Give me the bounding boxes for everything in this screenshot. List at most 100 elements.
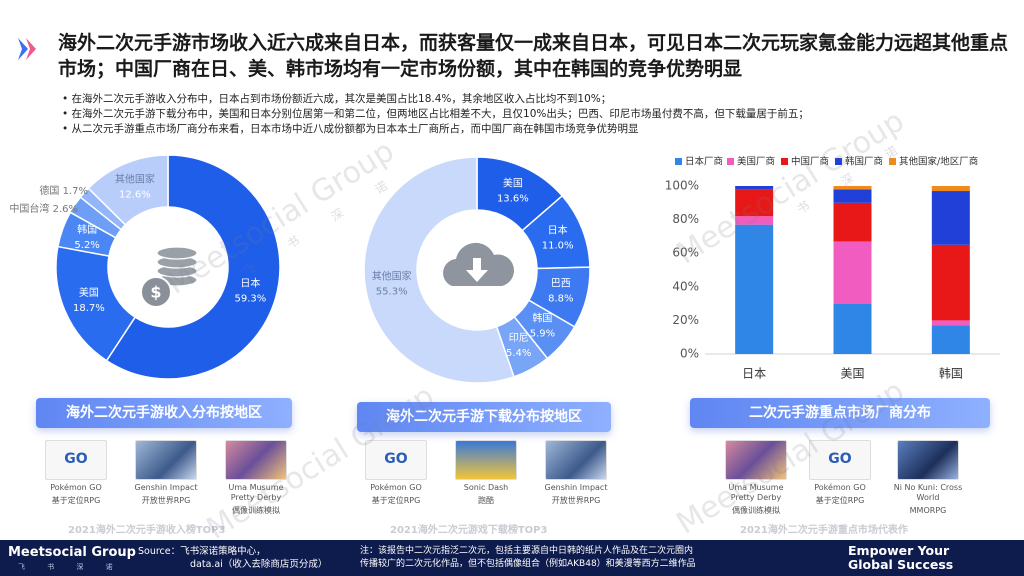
dollar-symbol: $ [150,283,161,302]
page-title: 海外二次元手游市场收入近六成来自日本，而获客量仅一成来自日本，可见日本二次元玩家… [58,32,1009,80]
sonic-dash-thumbnail [455,440,517,480]
game-name: Uma Musume Pretty Derby [728,483,784,502]
uma-musume-thumbnail [725,440,787,480]
game-name: Pokémon GO [814,483,866,492]
pokemon-go-thumbnail [45,440,107,480]
game-card: Genshin Impact 开放世界RPG [536,440,616,506]
slice-label: 日本 [548,224,568,237]
slice-label: 韩国 [532,312,552,325]
footer-note-line: 传播较广的二次元化作品，但不包括偶像组合（例如AKB48）和美漫等西方二维作品 [360,559,696,569]
game-genre: 开放世界RPG [141,496,191,505]
game-name: Pokémon GO [50,483,102,492]
footer-slogan: Empower Your Global Success [848,544,953,572]
game-genre: 基于定位RPG [815,496,865,505]
footer-bar: Meetsocial Group 飞 书 深 诺 Source：飞书深诺策略中心… [0,540,1024,576]
game-card: Uma Musume Pretty Derby 偶像训练模拟 [216,440,296,516]
game-card: Genshin Impact 开放世界RPG [126,440,206,506]
uma-musume-thumbnail [225,440,287,480]
slice-label: 德国 1.7% [39,184,88,197]
stacked-bar-segment [735,216,774,225]
slice-label: 美国 [503,176,523,189]
game-genre: 偶像训练模拟 [732,506,780,515]
legend-label: 美国厂商 [737,156,775,168]
footer-slogan-line: Global Success [848,557,954,572]
footer-source-line: data.ai（收入去除商店页分成） [190,559,328,570]
footer-note: 注：该报告中二次元指泛二次元，包括主要源自中日韩的纸片人作品及在二次元圈内 传播… [360,545,696,571]
stacked-bar-segment [931,191,970,245]
footer-logo: Meetsocial Group [8,545,136,560]
pokemon-go-thumbnail [365,440,427,480]
slice-label: 美国 [79,286,99,299]
slice-value: 55.3% [376,286,408,297]
stacked-bar-segment [833,241,872,304]
game-genre: 偶像训练模拟 [232,506,280,515]
stacked-bar-segment [833,202,872,242]
x-tick-label: 日本 [742,367,766,381]
legend-label: 日本厂商 [685,156,723,168]
slice-value: 59.3% [235,294,267,305]
legend-swatch [727,158,734,165]
slice-label: 其他国家 [115,173,155,186]
game-genre: MMORPG [909,506,947,515]
slice-value: 12.6% [119,190,151,201]
legend-swatch [889,158,896,165]
legend-label: 其他国家/地区厂商 [899,156,978,168]
slice-value: 5.2% [74,240,99,251]
revenue-top3-caption: 2021海外二次元手游收入榜TOP3 [68,525,226,536]
revenue-chart-banner: 海外二次元手游收入分布按地区 [36,398,292,428]
stacked-bar-segment [931,320,970,326]
slice-label: 韩国 [77,223,97,236]
meetsocial-logo [18,38,36,60]
pokemon-go-thumbnail [809,440,871,480]
download-arrow [466,258,488,282]
stacked-bar-segment [833,189,872,203]
slice-label: 印尼 [509,332,529,344]
game-card: Pokémon GO 基于定位RPG [36,440,116,506]
legend-swatch [781,158,788,165]
footer-note-line: 注：该报告中二次元指泛二次元，包括主要源自中日韩的纸片人作品及在二次元圈内 [360,546,694,556]
x-tick-label: 韩国 [939,366,963,381]
y-tick-label: 20% [672,313,699,327]
y-tick-label: 0% [680,347,699,361]
game-name: Genshin Impact [544,483,608,492]
stacked-bar-segment [833,186,872,190]
game-name: Ni No Kuni: Cross World [893,483,963,502]
game-name: Sonic Dash [463,483,509,492]
game-card: Pokémon GO 基于定位RPG [800,440,880,506]
game-card: Ni No Kuni: Cross World MMORPG [888,440,968,516]
legend-label: 韩国厂商 [845,156,883,168]
footer-source-line: Source：飞书深诺策略中心， [138,546,266,557]
slice-label: 日本 [240,277,260,290]
genshin-impact-thumbnail [135,440,197,480]
vendor-chart-banner: 二次元手游重点市场厂商分布 [690,398,990,428]
genshin-impact-thumbnail [545,440,607,480]
game-card: Uma Musume Pretty Derby 偶像训练模拟 [716,440,796,516]
summary-bullet: 从二次元手游重点市场厂商分布来看，日本市场中近八成份额都为日本本土厂商所占，而中… [62,122,1012,137]
stacked-bar-segment [833,303,872,354]
coin-face [140,276,172,308]
stacked-bar-segment [735,224,774,354]
legend-swatch [675,158,682,165]
game-name: Uma Musume Pretty Derby [228,483,284,502]
slice-value: 8.8% [548,294,573,305]
y-tick-label: 80% [672,212,699,226]
summary-bullet: 在海外二次元手游下载分布中，美国和日本分别位居第一和第二位，但两地区占比相差不大… [62,107,1012,122]
slice-label: 其他国家 [372,269,412,282]
game-card: Sonic Dash 跑酷 [446,440,526,506]
footer-slogan-line: Empower Your [848,543,950,558]
footer-source: Source：飞书深诺策略中心， data.ai（收入去除商店页分成） [138,545,327,571]
download-chart-banner: 海外二次元手游下载分布按地区 [357,402,611,432]
game-name: Pokémon GO [370,483,422,492]
slice-value: 5.4% [506,348,531,359]
market-top3-caption: 2021海外二次元手游重点市场代表作 [740,525,908,536]
footer-logo-sub: 飞 书 深 诺 [18,563,123,571]
game-genre: 基于定位RPG [371,496,421,505]
game-genre: 开放世界RPG [551,496,601,505]
donut-slice [105,154,281,380]
stacked-bar-segment [735,186,774,190]
slice-label: 中国台湾 2.6% [9,202,78,215]
cloud-download-icon [443,242,514,286]
y-tick-label: 40% [672,279,699,293]
stacked-bar-segment [931,244,970,321]
game-card: Pokémon GO 基于定位RPG [356,440,436,506]
